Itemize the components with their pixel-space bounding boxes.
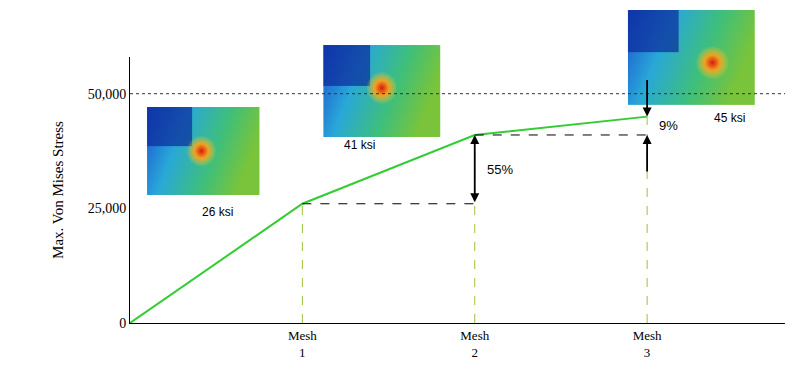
svg-text:Mesh3: Mesh3 xyxy=(633,328,662,360)
svg-text:50,000: 50,000 xyxy=(88,87,127,102)
svg-text:41 ksi: 41 ksi xyxy=(344,138,375,152)
svg-text:0: 0 xyxy=(119,316,126,331)
svg-text:Mesh2: Mesh2 xyxy=(460,328,489,360)
svg-text:25,000: 25,000 xyxy=(88,201,127,216)
svg-text:Mesh1: Mesh1 xyxy=(288,328,317,360)
svg-text:55%: 55% xyxy=(487,162,513,177)
svg-text:26 ksi: 26 ksi xyxy=(202,205,233,219)
svg-text:45 ksi: 45 ksi xyxy=(714,111,745,125)
svg-text:Max. Von Mises Stress: Max. Von Mises Stress xyxy=(50,121,66,259)
svg-text:9%: 9% xyxy=(659,118,678,133)
